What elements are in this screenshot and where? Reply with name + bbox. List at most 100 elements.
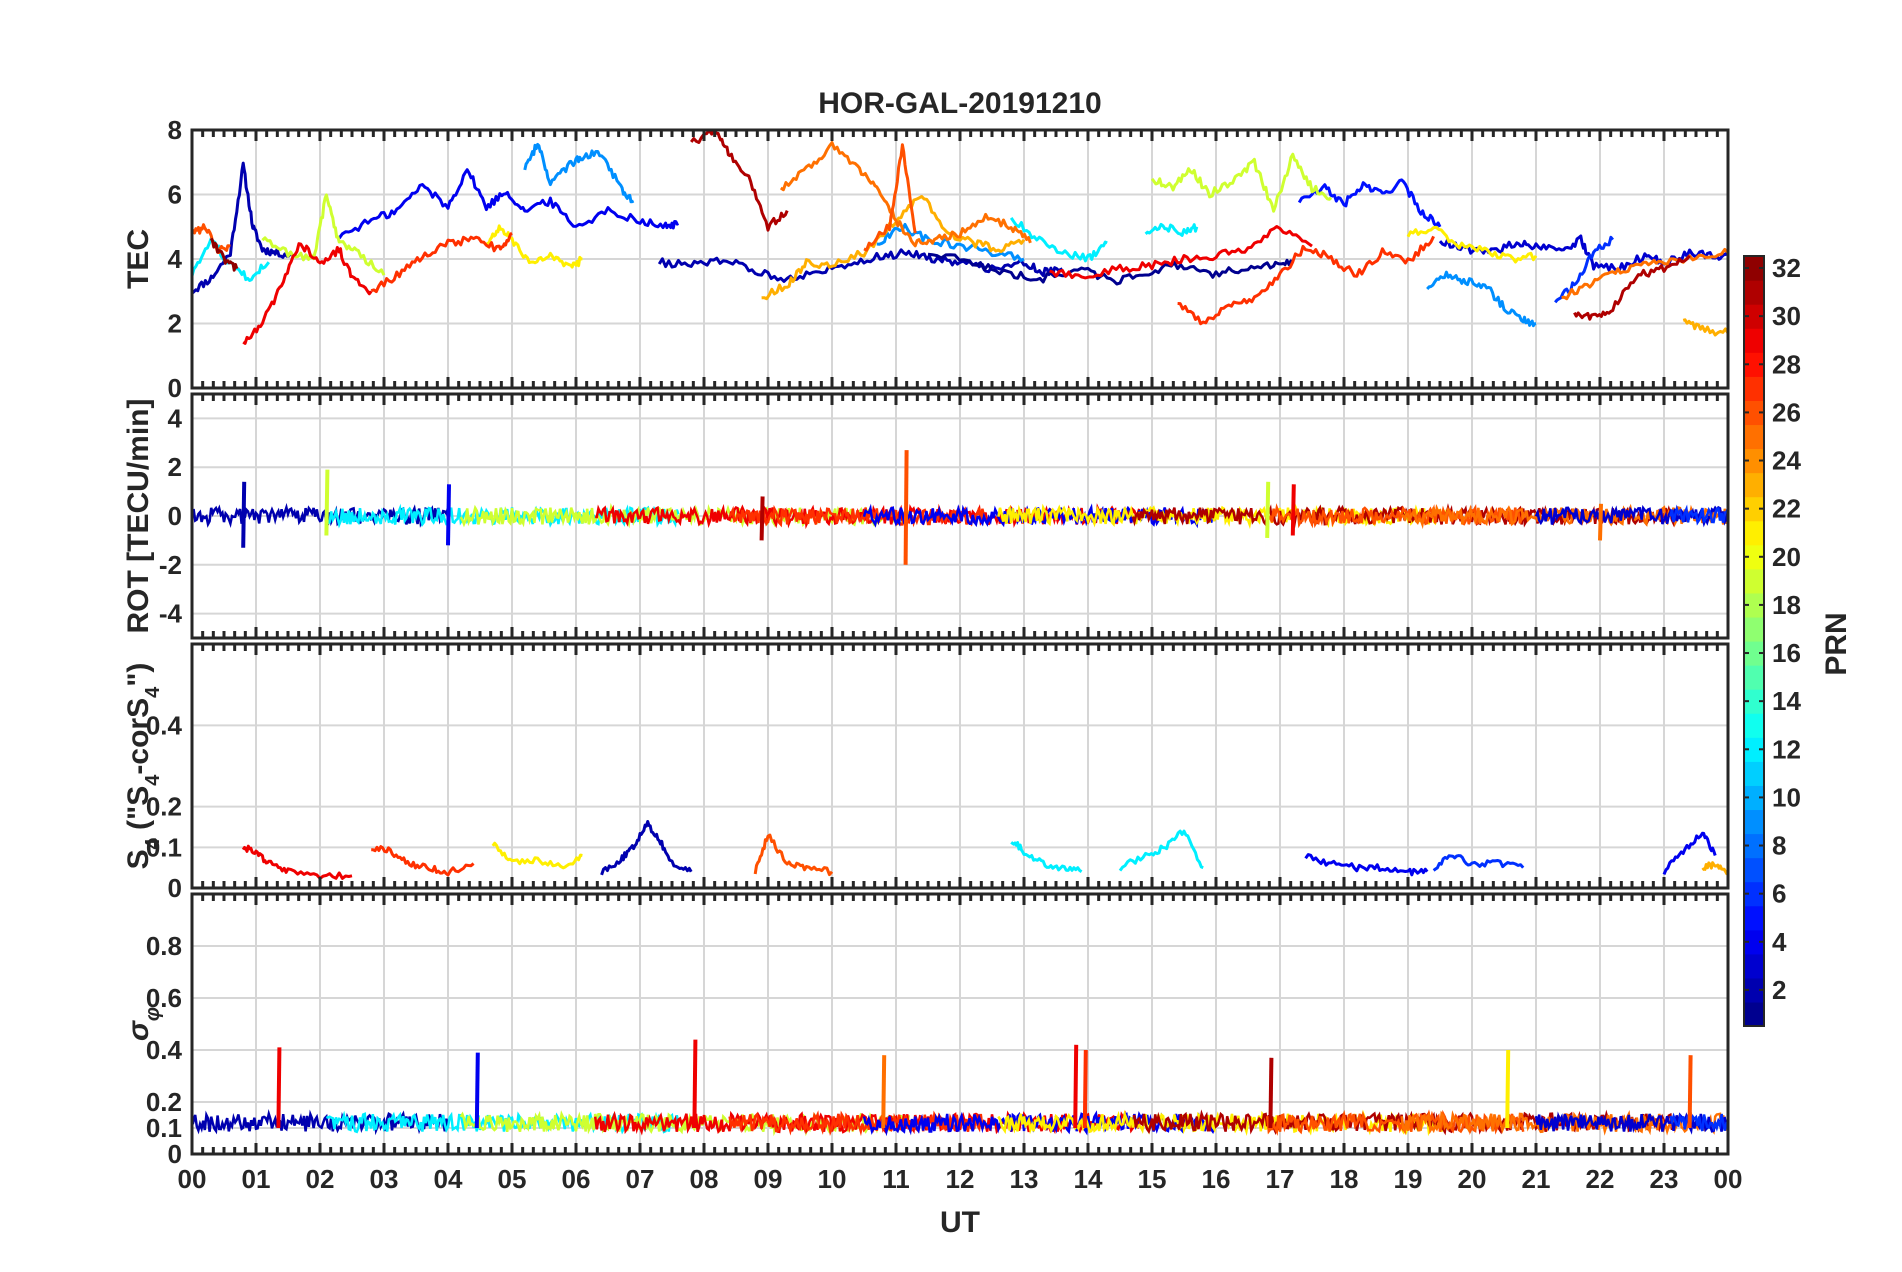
y-tick-label: 0 <box>168 373 182 403</box>
colorbar-segment <box>1744 833 1764 859</box>
spike-prn-19 <box>1265 481 1271 538</box>
series-line-prn-29 <box>241 844 353 880</box>
series-line-prn-26 <box>753 833 834 877</box>
series-line-prn-3 <box>1438 234 1728 273</box>
noise-band-prn-27 <box>728 503 987 528</box>
series-line-prn-26 <box>863 143 917 252</box>
series-line-prn-29 <box>242 242 373 345</box>
panel-s4: 0 0.1 0.2 0.4S4 ("S4-corS4") <box>122 642 1730 903</box>
panel-sigma_phi: 00.10.2 0.4 0.6 0.8 σφ <box>122 892 1730 1169</box>
series-line-prn-12 <box>1009 217 1108 263</box>
series-line-prn-6 <box>1432 854 1525 872</box>
y-tick-label: 6 <box>168 180 182 210</box>
colorbar-tick-label: 14 <box>1772 686 1801 716</box>
y-axis-label-tec: TEC <box>122 229 155 289</box>
x-tick-label: 18 <box>1330 1164 1359 1194</box>
panel-rot: -4 -2 0 2 4 ROT [TECU/min] <box>122 392 1730 640</box>
y-tick-label: 2 <box>168 452 182 482</box>
colorbar-segment <box>1744 713 1764 738</box>
panel-frame <box>190 128 1730 390</box>
x-tick-label: 17 <box>1266 1164 1295 1194</box>
colorbar-segment <box>1744 953 1764 979</box>
spike-prn-27 <box>1082 1049 1088 1129</box>
colorbar-segment <box>1744 905 1764 931</box>
y-tick-label: 0.4 <box>146 710 183 740</box>
colorbar-segment <box>1744 665 1764 690</box>
spike-prn-21 <box>1505 1049 1511 1129</box>
colorbar-tick-label: 24 <box>1772 446 1801 476</box>
colorbar-segment <box>1744 472 1764 498</box>
panel-data <box>192 130 1728 345</box>
series-line-prn-12 <box>1118 829 1204 872</box>
series-line-prn-5 <box>1297 178 1442 228</box>
series-line-prn-9 <box>1426 270 1537 328</box>
spike-prn-29 <box>692 1039 698 1129</box>
y-tick-label: 4 <box>168 403 183 433</box>
x-tick-label: 15 <box>1138 1164 1167 1194</box>
spike-prn-31 <box>1268 1057 1274 1129</box>
y-axis-label-rot: ROT [TECU/min] <box>122 399 155 634</box>
x-tick-label: 23 <box>1650 1164 1679 1194</box>
colorbar-segment <box>1744 592 1764 618</box>
x-tick-label: 16 <box>1202 1164 1231 1194</box>
series-line-prn-21 <box>491 841 583 870</box>
series-line-prn-21 <box>485 224 583 269</box>
series-line-prn-23 <box>1701 861 1728 876</box>
panel-grid <box>191 644 1729 889</box>
spike-prn-19 <box>324 469 330 536</box>
spike-prn-4 <box>474 1052 480 1129</box>
colorbar-tick-label: 12 <box>1772 734 1801 764</box>
series-line-prn-2 <box>600 820 693 876</box>
panel-frame <box>190 392 1730 640</box>
series-line-prn-4 <box>1304 853 1429 877</box>
x-tick-label: 22 <box>1586 1164 1615 1194</box>
colorbar-segment <box>1744 616 1764 642</box>
colorbar-segment <box>1744 785 1764 811</box>
x-tick-label: 01 <box>242 1164 271 1194</box>
series-line-prn-21 <box>1406 225 1538 264</box>
colorbar-segment <box>1744 737 1764 762</box>
y-tick-label: 0.1 <box>146 1113 182 1143</box>
x-tick-label: 19 <box>1394 1164 1423 1194</box>
series-line-prn-9 <box>876 222 1025 262</box>
colorbar-tick-label: 22 <box>1772 494 1801 524</box>
y-axis-label-s4: S4 ("S4-corS4") <box>122 663 164 870</box>
series-line-prn-32 <box>209 237 239 272</box>
colorbar-segment <box>1744 520 1764 546</box>
chart-title: HOR-GAL-20191210 <box>818 87 1101 120</box>
colorbar-segment <box>1744 376 1764 401</box>
colorbar-segment <box>1744 424 1764 450</box>
noise-band-prn-19 <box>459 1110 911 1137</box>
colorbar-tick-label: 6 <box>1772 879 1786 909</box>
x-tick-label: 00 <box>178 1164 207 1194</box>
noise-band-prn-3 <box>1534 504 1728 528</box>
spike-prn-29 <box>276 1047 282 1129</box>
colorbar-segment <box>1744 544 1764 570</box>
colorbar-segment <box>1744 400 1764 426</box>
colorbar-tick-label: 16 <box>1772 638 1801 668</box>
x-tick-label: 11 <box>882 1164 910 1194</box>
series-line-prn-31 <box>1573 254 1691 321</box>
series-line-prn-25 <box>779 141 1032 248</box>
colorbar-segment <box>1744 256 1764 281</box>
series-line-prn-26 <box>192 223 231 254</box>
x-tick-label: 04 <box>434 1164 463 1194</box>
panel-grid <box>191 894 1729 1155</box>
y-tick-label: 0 <box>168 873 182 903</box>
noise-band-prn-4 <box>862 1110 1218 1137</box>
colorbar-segment <box>1744 280 1764 305</box>
colorbar-tick-label: 26 <box>1772 397 1801 427</box>
colorbar-segment <box>1744 857 1764 883</box>
y-tick-label: 0.6 <box>146 983 182 1013</box>
x-tick-label: 02 <box>306 1164 335 1194</box>
x-tick-label: 21 <box>1522 1164 1551 1194</box>
y-tick-label: 0.1 <box>146 832 182 862</box>
colorbar-tick-label: 20 <box>1772 542 1801 572</box>
x-tick-label: 00 <box>1714 1164 1743 1194</box>
colorbar-segment <box>1744 568 1764 594</box>
series-line-prn-23 <box>1682 318 1728 337</box>
colorbar-segment <box>1744 641 1764 666</box>
spike-prn-25 <box>881 1055 887 1129</box>
